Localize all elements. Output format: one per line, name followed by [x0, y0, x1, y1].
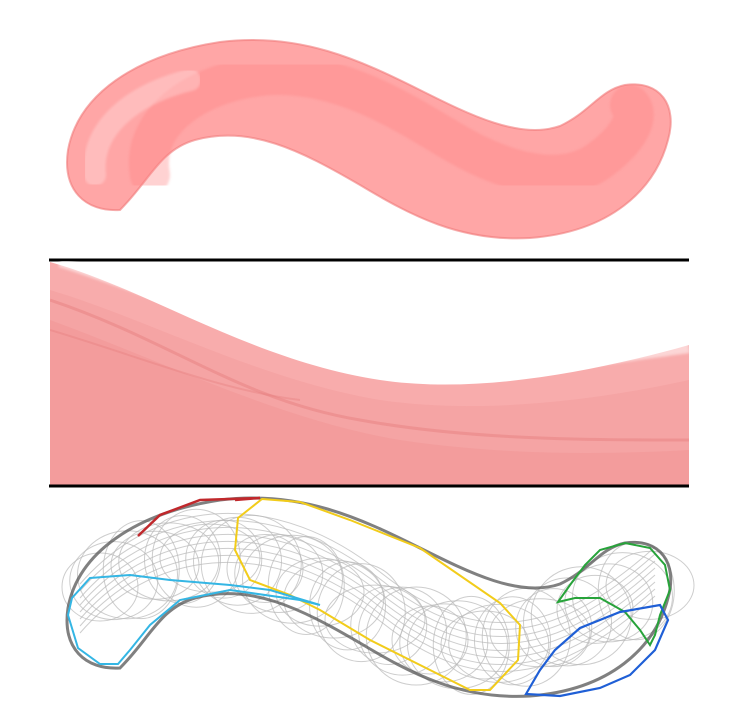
mesh-ellipse [358, 586, 447, 676]
polygon-red [137, 496, 261, 537]
zoom-stroke-layer-1 [50, 290, 689, 486]
mesh-curve [79, 555, 656, 665]
zoomed-detail-panel [49, 258, 689, 488]
mesh-ellipse [572, 552, 673, 642]
mesh-ellipse [515, 588, 593, 668]
stroke-render-panel [66, 38, 672, 240]
mesh-lines [61, 508, 695, 695]
mesh-curve [79, 513, 656, 623]
polygon-decomposition-panel [61, 496, 695, 698]
polygon-green [555, 541, 672, 647]
mesh-ellipse [523, 577, 612, 667]
mesh-curve [79, 527, 656, 637]
mesh-ellipse [309, 561, 386, 651]
mesh-curve [79, 548, 656, 658]
zoom-stroke-edge-2 [50, 329, 301, 401]
mesh-ellipse [350, 585, 428, 665]
mesh-ellipse [365, 586, 467, 686]
mesh-ellipse [234, 533, 324, 613]
mesh-ellipse [159, 523, 261, 593]
mesh-ellipse [102, 520, 180, 620]
mesh-curve [79, 534, 656, 644]
mesh-curve [79, 562, 656, 672]
zoom-stroke-layer-2 [50, 320, 689, 486]
polygon-yellow [233, 497, 522, 691]
mesh-curve [79, 520, 656, 630]
polygon-cyan [66, 573, 321, 665]
mesh-ellipse [432, 595, 510, 695]
mesh-ellipse [267, 535, 345, 635]
mesh-ellipse [151, 508, 241, 608]
brush-stroke-core [128, 54, 654, 195]
polygon-blue [524, 603, 670, 698]
zoom-stroke-body [50, 262, 689, 486]
mesh-ellipse [185, 519, 263, 599]
mesh-curve [79, 541, 656, 651]
zoom-stroke-edge-3 [58, 261, 689, 375]
zoom-stroke-edge-1 [50, 298, 689, 442]
mesh-ellipse [316, 563, 406, 663]
mesh-ellipse [564, 563, 654, 643]
mesh-ellipse [242, 534, 343, 624]
brush-stroke-highlight [83, 69, 201, 186]
